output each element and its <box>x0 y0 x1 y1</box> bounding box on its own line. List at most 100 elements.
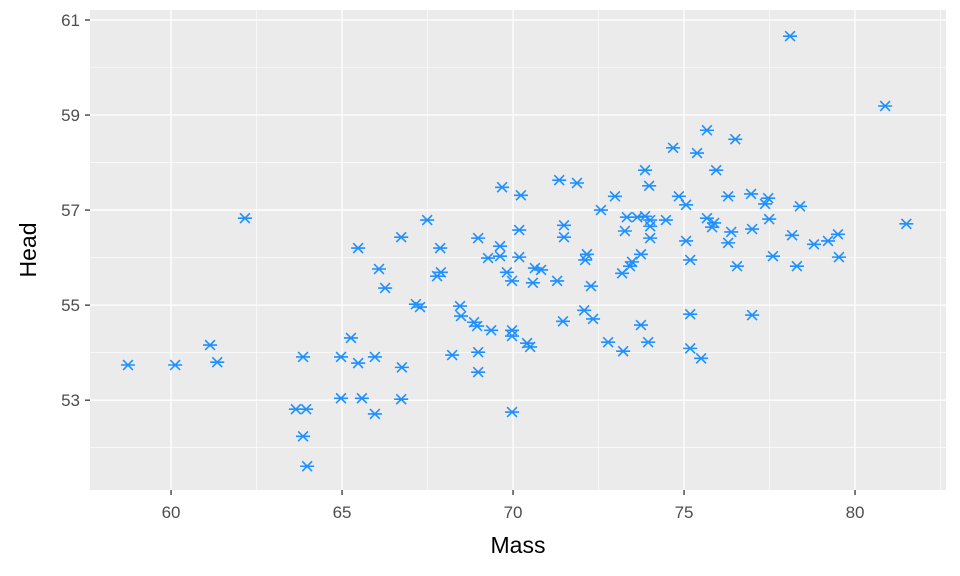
point <box>690 147 705 159</box>
point <box>617 225 632 237</box>
point <box>728 133 743 145</box>
point <box>334 392 349 404</box>
point <box>569 177 584 189</box>
point <box>471 346 486 358</box>
point <box>512 224 527 236</box>
x-axis-title: Mass <box>491 532 546 558</box>
point <box>785 229 800 241</box>
point <box>493 250 508 262</box>
point <box>643 232 658 244</box>
point <box>683 254 698 266</box>
point <box>394 231 409 243</box>
point <box>699 124 714 136</box>
point <box>505 406 520 418</box>
point <box>433 266 448 278</box>
point <box>445 349 460 361</box>
point <box>601 336 616 348</box>
point <box>783 30 798 42</box>
point <box>761 192 776 204</box>
point <box>534 264 549 276</box>
point <box>642 180 657 192</box>
point <box>513 189 528 201</box>
point <box>367 408 382 420</box>
point <box>584 280 599 292</box>
point <box>638 164 653 176</box>
point <box>658 214 673 226</box>
point <box>120 359 135 371</box>
point <box>420 214 435 226</box>
point <box>300 460 315 472</box>
point <box>413 301 428 313</box>
point <box>730 260 745 272</box>
point <box>354 392 369 404</box>
y-tick-label: 59 <box>61 106 80 125</box>
point <box>555 315 570 327</box>
point <box>830 228 845 240</box>
point <box>643 214 658 226</box>
point <box>633 248 648 260</box>
point <box>789 260 804 272</box>
y-tick-label: 55 <box>61 296 80 315</box>
point <box>481 252 496 264</box>
point <box>343 332 358 344</box>
point <box>210 356 225 368</box>
point <box>351 357 366 369</box>
point <box>505 330 520 342</box>
y-tick-label: 53 <box>61 391 80 410</box>
y-tick-label: 57 <box>61 201 80 220</box>
point <box>168 359 183 371</box>
point <box>745 223 760 235</box>
point <box>453 300 468 312</box>
point <box>454 310 469 322</box>
point <box>709 164 724 176</box>
x-tick-label: 80 <box>846 503 865 522</box>
x-tick-label: 60 <box>162 503 181 522</box>
point <box>493 240 508 252</box>
point <box>371 263 386 275</box>
point <box>351 242 366 254</box>
point <box>552 174 567 186</box>
x-tick-label: 75 <box>675 503 694 522</box>
point <box>806 238 821 250</box>
point <box>744 188 759 200</box>
point <box>237 212 252 224</box>
point <box>586 313 601 325</box>
point <box>495 181 510 193</box>
point <box>762 213 777 225</box>
point <box>679 199 694 211</box>
panel <box>90 10 946 490</box>
point <box>499 266 514 278</box>
point <box>625 256 640 268</box>
point <box>523 341 538 353</box>
point <box>724 226 739 238</box>
point <box>694 352 709 364</box>
point <box>484 324 499 336</box>
point <box>296 430 311 442</box>
point <box>378 282 393 294</box>
point <box>593 204 608 216</box>
point <box>633 319 648 331</box>
point <box>367 351 382 363</box>
point <box>579 248 594 260</box>
point <box>512 251 527 263</box>
point <box>899 218 914 230</box>
point <box>641 336 656 348</box>
point <box>707 217 722 229</box>
point <box>683 342 698 354</box>
point <box>831 251 846 263</box>
point <box>505 275 520 287</box>
point <box>679 235 694 247</box>
point <box>550 275 565 287</box>
point <box>758 198 773 210</box>
point <box>394 361 409 373</box>
point <box>334 351 349 363</box>
point <box>525 277 540 289</box>
point <box>792 200 807 212</box>
point <box>577 304 592 316</box>
point <box>616 345 631 357</box>
point <box>556 219 571 231</box>
point <box>721 190 736 202</box>
point <box>296 351 311 363</box>
x-tick-label: 65 <box>333 503 352 522</box>
point <box>203 339 218 351</box>
